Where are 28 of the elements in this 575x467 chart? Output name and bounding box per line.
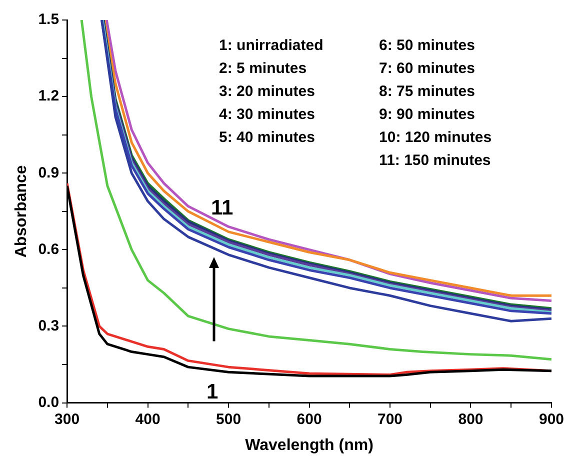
x-tick-label: 300 <box>54 410 80 428</box>
x-tick-label: 900 <box>538 410 564 428</box>
annotation: 4: 30 minutes <box>219 106 315 124</box>
y-tick-label: 1.5 <box>38 11 60 28</box>
annotation: 3: 20 minutes <box>219 83 315 100</box>
annotation: 9: 90 minutes <box>379 106 475 124</box>
y-tick-label: 1.2 <box>38 88 60 105</box>
annotation: 8: 75 minutes <box>379 83 475 100</box>
x-tick-label: 500 <box>216 410 242 428</box>
annotation: 6: 50 minutes <box>379 37 475 54</box>
y-tick-label: 0.3 <box>38 317 60 334</box>
x-axis-title: Wavelength (nm) <box>245 436 374 454</box>
annotation: 7: 60 minutes <box>379 60 475 78</box>
y-tick-label: 0.6 <box>38 240 60 258</box>
y-tick-label: 0.9 <box>38 164 60 182</box>
annotation: 1 <box>206 380 219 404</box>
x-tick-label: 800 <box>458 410 484 428</box>
y-axis-title: Absorbance <box>13 165 30 258</box>
annotation: 2: 5 minutes <box>219 60 307 78</box>
x-tick-label: 400 <box>135 410 160 428</box>
y-tick-label: 0.0 <box>38 394 60 411</box>
annotation: 10: 120 minutes <box>379 129 492 146</box>
x-tick-label: 600 <box>296 410 322 428</box>
annotation: 11: 150 minutes <box>379 152 491 170</box>
annotation: 5: 40 minutes <box>219 129 315 146</box>
annotation: 11 <box>210 196 234 220</box>
x-tick-label: 700 <box>377 410 403 428</box>
annotation: 1: unirradiated <box>219 37 324 54</box>
